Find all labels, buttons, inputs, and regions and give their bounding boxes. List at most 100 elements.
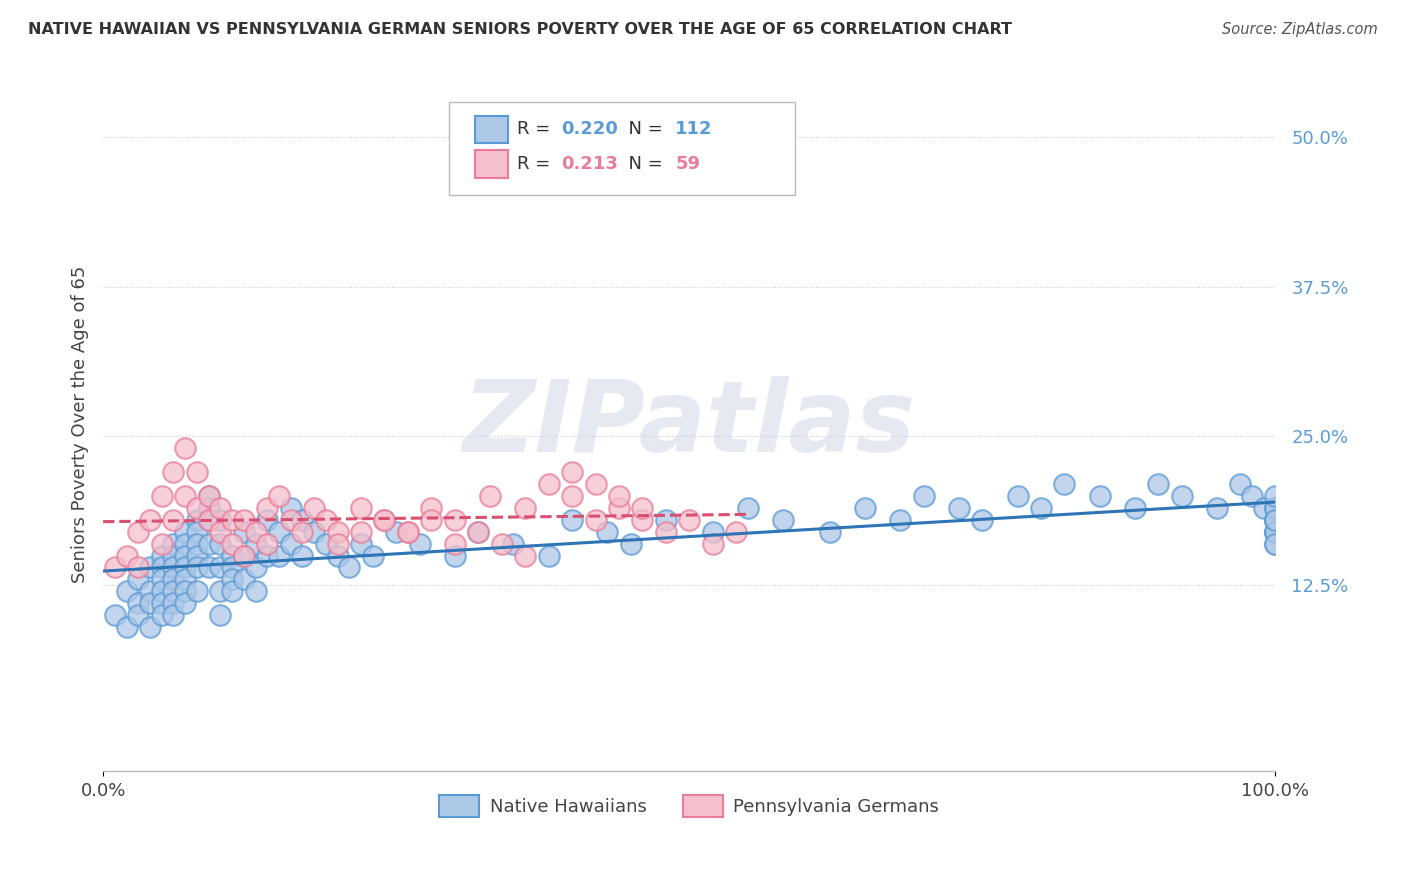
- Point: [115, 549, 138, 563]
- Point: [256, 500, 278, 515]
- Point: [162, 549, 184, 563]
- Point: [350, 500, 373, 515]
- Point: [186, 513, 208, 527]
- Point: [1264, 536, 1286, 550]
- Point: [655, 524, 678, 539]
- Point: [385, 524, 408, 539]
- Point: [221, 560, 243, 574]
- Point: [1264, 524, 1286, 539]
- Point: [162, 596, 184, 610]
- Point: [245, 560, 267, 574]
- Point: [209, 608, 232, 623]
- Point: [853, 500, 876, 515]
- Point: [1029, 500, 1052, 515]
- Point: [408, 536, 430, 550]
- Point: [139, 513, 162, 527]
- Point: [631, 513, 654, 527]
- Text: ZIPatlas: ZIPatlas: [463, 376, 915, 473]
- Point: [315, 513, 337, 527]
- Point: [150, 560, 173, 574]
- Point: [256, 536, 278, 550]
- Point: [139, 584, 162, 599]
- Point: [280, 536, 302, 550]
- Text: NATIVE HAWAIIAN VS PENNSYLVANIA GERMAN SENIORS POVERTY OVER THE AGE OF 65 CORREL: NATIVE HAWAIIAN VS PENNSYLVANIA GERMAN S…: [28, 22, 1012, 37]
- Point: [1264, 536, 1286, 550]
- Point: [1147, 476, 1170, 491]
- Point: [1053, 476, 1076, 491]
- Text: R =: R =: [517, 155, 555, 173]
- Point: [302, 524, 325, 539]
- Point: [162, 608, 184, 623]
- Text: 0.220: 0.220: [561, 120, 619, 138]
- Point: [818, 524, 841, 539]
- Point: [209, 500, 232, 515]
- Point: [209, 513, 232, 527]
- Point: [232, 513, 254, 527]
- Point: [127, 524, 149, 539]
- Point: [443, 536, 465, 550]
- Point: [1264, 500, 1286, 515]
- Point: [1264, 489, 1286, 503]
- Point: [1264, 513, 1286, 527]
- Point: [1264, 500, 1286, 515]
- Point: [1253, 500, 1275, 515]
- Point: [186, 549, 208, 563]
- Point: [655, 513, 678, 527]
- Point: [972, 513, 994, 527]
- Point: [467, 524, 489, 539]
- Point: [197, 513, 219, 527]
- Point: [291, 524, 314, 539]
- Point: [256, 513, 278, 527]
- Point: [127, 608, 149, 623]
- Point: [139, 596, 162, 610]
- Point: [232, 573, 254, 587]
- Point: [267, 489, 290, 503]
- Point: [443, 513, 465, 527]
- Point: [291, 513, 314, 527]
- Point: [350, 524, 373, 539]
- Legend: Native Hawaiians, Pennsylvania Germans: Native Hawaiians, Pennsylvania Germans: [432, 788, 946, 824]
- Point: [1264, 513, 1286, 527]
- Point: [174, 560, 197, 574]
- Point: [479, 489, 502, 503]
- Point: [1264, 513, 1286, 527]
- Text: 59: 59: [675, 155, 700, 173]
- Point: [737, 500, 759, 515]
- Y-axis label: Seniors Poverty Over the Age of 65: Seniors Poverty Over the Age of 65: [72, 266, 89, 582]
- Point: [127, 573, 149, 587]
- Point: [221, 584, 243, 599]
- Point: [245, 584, 267, 599]
- Point: [561, 489, 583, 503]
- Point: [186, 465, 208, 479]
- Point: [127, 596, 149, 610]
- Point: [326, 549, 349, 563]
- Point: [1240, 489, 1263, 503]
- Point: [245, 536, 267, 550]
- Point: [232, 549, 254, 563]
- Point: [232, 549, 254, 563]
- Point: [1264, 524, 1286, 539]
- Text: 0.213: 0.213: [561, 155, 619, 173]
- Point: [561, 465, 583, 479]
- Point: [1123, 500, 1146, 515]
- Point: [502, 536, 524, 550]
- Point: [221, 573, 243, 587]
- Text: N =: N =: [617, 120, 668, 138]
- Point: [174, 536, 197, 550]
- Point: [607, 500, 630, 515]
- Point: [186, 584, 208, 599]
- Point: [326, 536, 349, 550]
- Point: [139, 560, 162, 574]
- Point: [702, 524, 724, 539]
- Text: 112: 112: [675, 120, 713, 138]
- Point: [396, 524, 419, 539]
- Point: [1205, 500, 1227, 515]
- Point: [373, 513, 395, 527]
- Text: R =: R =: [517, 120, 555, 138]
- Point: [150, 536, 173, 550]
- Point: [361, 549, 384, 563]
- Point: [174, 524, 197, 539]
- Point: [162, 584, 184, 599]
- Point: [150, 489, 173, 503]
- Point: [150, 596, 173, 610]
